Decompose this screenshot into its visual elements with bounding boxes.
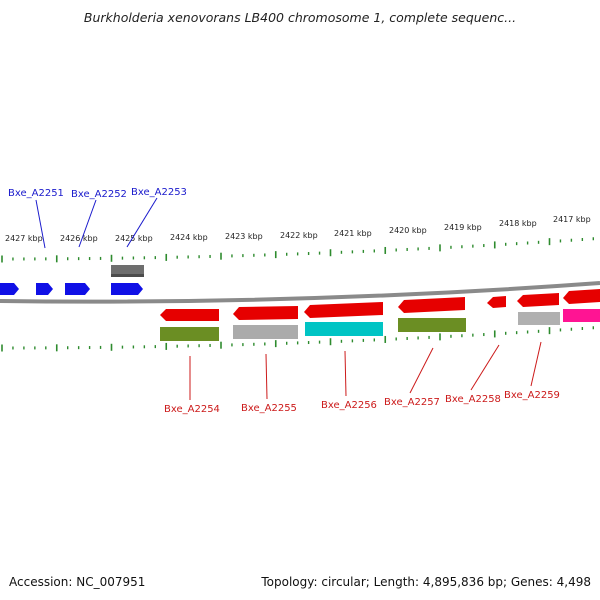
scale-label: 2424 kbp [170,233,208,242]
scale-label: 2418 kbp [499,219,537,228]
gene-arrow-reverse[interactable] [563,289,600,304]
scale-label: 2417 kbp [553,215,591,224]
leader-line [126,197,158,248]
gene-arrow-forward[interactable] [36,283,53,295]
gene-label[interactable]: Bxe_A2259 [504,390,560,401]
gene-arrow-reverse[interactable] [487,296,506,308]
gene-arrow-reverse[interactable] [517,293,559,307]
gene-arrow-reverse[interactable] [398,297,465,313]
scale-ticks-top [1,237,594,263]
leader-line [470,344,500,391]
feature-block-light-gray[interactable] [233,325,298,339]
feature-block-cyan[interactable] [305,322,383,336]
feature-block-olive[interactable] [160,327,219,341]
scale-label: 2425 kbp [115,234,153,243]
gene-label[interactable]: Bxe_A2254 [164,404,220,415]
gene-label[interactable]: Bxe_A2257 [384,397,440,408]
scale-label: 2421 kbp [334,229,372,238]
scale-label: 2423 kbp [225,232,263,241]
scale-label: 2420 kbp [389,226,427,235]
gene-label[interactable]: Bxe_A2256 [321,400,377,411]
gene-arrow-forward[interactable] [111,283,143,295]
gene-arrow-forward[interactable] [65,283,90,295]
feature-block-dark-gray-shade [111,274,144,277]
genome-summary-text: Topology: circular; Length: 4,895,836 bp… [261,575,591,589]
leader-line [344,350,347,397]
scale-label: 2422 kbp [280,231,318,240]
gene-label[interactable]: Bxe_A2258 [445,394,501,405]
gene-label[interactable]: Bxe_A2255 [241,403,297,414]
chromosome-backbone [0,281,600,304]
gene-arrow-reverse[interactable] [304,302,383,318]
leader-line [78,199,97,248]
gene-arrow-reverse[interactable] [160,309,219,321]
gene-arrow-forward[interactable] [0,283,19,295]
scale-label: 2426 kbp [60,234,98,243]
leader-line [35,199,46,249]
feature-block-light-gray[interactable] [518,312,560,325]
scale-label: 2427 kbp [5,234,43,243]
feature-block-olive[interactable] [398,318,466,332]
feature-block-magenta[interactable] [563,309,600,322]
gene-label[interactable]: Bxe_A2251 [8,188,64,199]
leader-line [530,341,542,387]
accession-text: Accession: NC_007951 [9,575,146,589]
leader-line [265,353,268,400]
gene-label[interactable]: Bxe_A2253 [131,187,187,198]
gene-label[interactable]: Bxe_A2252 [71,189,127,200]
scale-label: 2419 kbp [444,223,482,232]
scale-ticks-bottom [1,326,594,352]
gene-arrow-reverse[interactable] [233,306,298,320]
map-title: Burkholderia xenovorans LB400 chromosome… [83,10,517,25]
leader-line [409,347,434,394]
